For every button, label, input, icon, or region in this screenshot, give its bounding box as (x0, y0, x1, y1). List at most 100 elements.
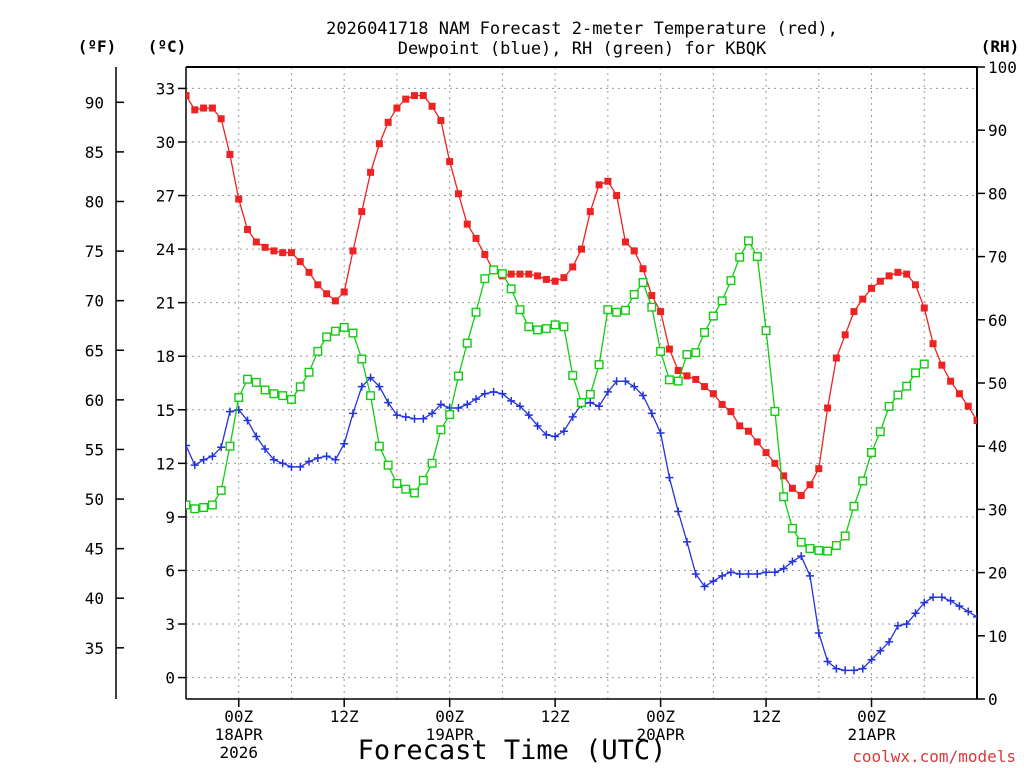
temperature-point (613, 192, 621, 200)
temperature-point (665, 345, 673, 353)
dewpoint-series (186, 373, 977, 675)
temperature-point (261, 243, 269, 251)
x-tick-label: 20APR (637, 725, 686, 744)
temperature-point (736, 422, 744, 430)
dewpoint-point (340, 439, 349, 448)
dewpoint-point (428, 409, 437, 418)
dewpoint-point (911, 609, 920, 618)
rh-point (304, 367, 314, 377)
temperature-point (788, 484, 796, 492)
temperature-point (384, 118, 392, 126)
temperature-point (186, 92, 190, 100)
fahrenheit-tick-label: 35 (85, 639, 104, 658)
temperature-point (534, 272, 542, 280)
dewpoint-point (559, 427, 568, 436)
rh-tick-label: 60 (988, 311, 1007, 330)
dewpoint-point (700, 582, 709, 591)
temperature-point (481, 250, 489, 258)
dewpoint-point (718, 571, 727, 580)
temperature-point (806, 481, 814, 489)
temperature-point (358, 208, 366, 216)
dewpoint-point (893, 621, 902, 630)
dewpoint-point (841, 666, 850, 675)
rh-point (436, 425, 446, 435)
temperature-point (542, 275, 550, 283)
dewpoint-point (735, 570, 744, 579)
rh-point (541, 324, 551, 334)
dewpoint-point (647, 409, 656, 418)
rh-point (735, 252, 745, 262)
footer-attribution: coolwx.com/models (852, 747, 1016, 766)
rh-point (186, 500, 191, 510)
dewpoint-point (674, 507, 683, 516)
x-tick-label: 00Z (857, 707, 886, 726)
temperature-point (208, 104, 216, 112)
dewpoint-point (542, 430, 551, 439)
temperature-point (727, 408, 735, 416)
rh-point (664, 375, 674, 385)
rh-point (533, 325, 543, 335)
temperature-point (516, 270, 524, 278)
dewpoint-point (920, 598, 929, 607)
temperature-point (683, 372, 691, 380)
rh-point (207, 500, 217, 510)
dewpoint-point (639, 391, 648, 400)
temperature-point (964, 402, 972, 410)
temperature-point (753, 438, 761, 446)
temperature-point (692, 375, 700, 383)
dewpoint-point (515, 402, 524, 411)
temperature-point (876, 277, 884, 285)
dewpoint-point (779, 564, 788, 573)
temperature-point (709, 390, 717, 398)
rh-point (313, 346, 323, 356)
temperature-point (191, 106, 199, 114)
x-tick-label: 12Z (330, 707, 359, 726)
rh-point (322, 332, 332, 342)
rh-point (919, 359, 929, 369)
rh-point (875, 427, 885, 437)
rh-point (251, 377, 261, 387)
temperature-point (929, 340, 937, 348)
dewpoint-point (726, 568, 735, 577)
temperature-point (279, 249, 287, 257)
rh-point (357, 354, 367, 364)
rh-point (805, 544, 815, 554)
temperature-point (630, 247, 638, 255)
dewpoint-point (612, 377, 621, 386)
dewpoint-point (973, 612, 977, 621)
dewpoint-point (313, 453, 322, 462)
rh-point (418, 475, 428, 485)
dewpoint-point (929, 593, 938, 602)
rh-point (295, 382, 305, 392)
fahrenheit-tick-label: 85 (85, 143, 104, 162)
dewpoint-point (946, 596, 955, 605)
temperature-point (718, 400, 726, 408)
rh-point (902, 381, 912, 391)
rh-point (489, 265, 499, 275)
temperature-point (569, 263, 577, 271)
rh-point (577, 398, 587, 408)
dewpoint-point (375, 382, 384, 391)
x-tick-label: 18APR (215, 725, 264, 744)
rh-point (840, 531, 850, 541)
dewpoint-point (305, 457, 314, 466)
rh-point (445, 410, 455, 420)
dewpoint-point (568, 412, 577, 421)
rh-point (910, 368, 920, 378)
temperature-series (186, 92, 977, 499)
rh-point (612, 307, 622, 317)
dewpoint-point (322, 452, 331, 461)
rh-point (629, 290, 639, 300)
rh-point (796, 537, 806, 547)
temperature-point (911, 281, 919, 289)
dewpoint-point (814, 628, 823, 637)
dewpoint-point (507, 396, 516, 405)
rh-point (867, 448, 877, 458)
rh-point (225, 441, 235, 451)
temperature-point (287, 249, 295, 257)
rh-point (787, 523, 797, 533)
celsius-tick-label: 3 (165, 615, 175, 634)
dewpoint-point (410, 414, 419, 423)
rh-point (471, 307, 481, 317)
rh-point (603, 305, 613, 315)
